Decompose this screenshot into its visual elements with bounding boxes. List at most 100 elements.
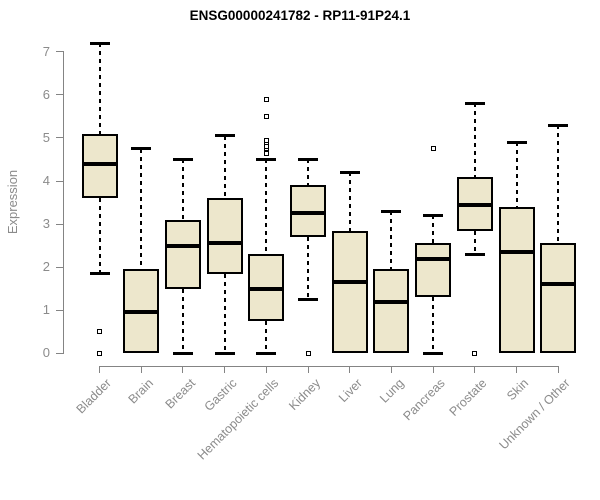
x-tick-mark <box>349 366 351 373</box>
y-tick-mark <box>56 266 63 268</box>
y-tick-label: 3 <box>42 216 50 232</box>
x-tick-mark <box>224 366 226 373</box>
upper-whisker <box>557 125 560 244</box>
upper-whisker-cap <box>172 157 193 161</box>
outlier-point <box>263 144 269 150</box>
x-tick-mark <box>182 366 184 373</box>
median-line <box>415 256 452 261</box>
box <box>415 243 452 298</box>
x-tick-label: Breast <box>162 376 198 412</box>
upper-whisker <box>223 135 226 199</box>
lower-whisker <box>307 237 309 300</box>
box <box>498 206 535 354</box>
outlier-point <box>97 329 102 335</box>
x-tick-mark <box>516 366 517 373</box>
outlier-point <box>263 137 269 143</box>
y-tick-label: 5 <box>42 129 50 145</box>
lower-whisker <box>432 297 435 354</box>
median-line <box>248 286 285 291</box>
box <box>164 219 201 289</box>
median-line <box>290 211 326 216</box>
outlier-point <box>97 350 102 356</box>
y-tick-label: 4 <box>42 173 50 189</box>
median-line <box>164 243 201 248</box>
box <box>206 198 243 274</box>
upper-whisker-cap <box>339 170 360 174</box>
upper-whisker <box>307 159 309 186</box>
x-tick-mark <box>140 366 142 373</box>
upper-whisker <box>181 159 184 220</box>
lower-whisker-cap <box>172 351 193 355</box>
lower-whisker-cap <box>464 252 485 256</box>
outlier-point <box>263 150 269 156</box>
box <box>331 230 368 354</box>
lower-whisker <box>223 273 226 354</box>
lower-whisker <box>473 230 476 255</box>
median-line <box>498 250 535 255</box>
upper-whisker <box>348 172 351 231</box>
outlier-point <box>305 350 311 356</box>
x-tick-label: Skin <box>504 376 532 404</box>
lower-whisker <box>181 288 184 354</box>
median-line <box>540 282 577 287</box>
median-line <box>206 241 243 246</box>
outlier-point <box>263 113 269 119</box>
upper-whisker <box>515 142 518 207</box>
lower-whisker <box>98 198 101 274</box>
upper-whisker <box>390 211 393 270</box>
x-tick-label: Prostate <box>446 376 490 419</box>
lower-whisker <box>265 320 268 354</box>
chart-title: ENSG00000241782 - RP11-91P24.1 <box>189 8 411 23</box>
y-tick-mark <box>56 352 63 354</box>
y-tick-label: 6 <box>42 86 50 102</box>
upper-whisker <box>140 148 143 270</box>
y-axis-line <box>62 50 64 355</box>
outlier-point <box>263 96 269 102</box>
x-tick-label: Hematopoietic cells <box>194 376 282 463</box>
x-tick-mark <box>99 366 100 373</box>
lower-whisker-cap <box>256 351 277 355</box>
x-tick-label: Gastric <box>201 376 240 414</box>
x-tick-mark <box>557 366 559 373</box>
y-tick-mark <box>56 223 63 225</box>
x-tick-mark <box>474 366 476 373</box>
x-tick-label: Brain <box>125 376 157 407</box>
lower-whisker-cap <box>214 351 235 355</box>
upper-whisker <box>473 103 476 177</box>
x-tick-label: Bladder <box>74 376 115 417</box>
upper-whisker-cap <box>423 213 444 217</box>
y-tick-label: 0 <box>42 345 50 361</box>
box <box>290 185 326 237</box>
box <box>540 243 577 354</box>
upper-whisker-cap <box>381 209 402 213</box>
upper-whisker <box>432 215 435 244</box>
median-line <box>456 202 493 207</box>
median-line <box>123 310 160 315</box>
x-tick-label: Liver <box>335 376 365 406</box>
lower-whisker-cap <box>298 297 318 301</box>
y-tick-label: 2 <box>42 259 50 275</box>
median-line <box>81 161 118 166</box>
upper-whisker-cap <box>256 157 277 161</box>
y-tick-mark <box>56 180 63 182</box>
median-line <box>331 280 368 285</box>
x-tick-mark <box>265 366 267 373</box>
y-tick-label: 7 <box>42 43 50 59</box>
y-tick-mark <box>56 309 63 311</box>
upper-whisker-cap <box>464 101 485 105</box>
x-tick-mark <box>390 366 392 373</box>
x-tick-mark <box>432 366 434 373</box>
outlier-point <box>430 146 436 152</box>
upper-whisker-cap <box>298 157 318 161</box>
y-tick-label: 1 <box>42 302 50 318</box>
upper-whisker-cap <box>506 140 527 144</box>
upper-whisker-cap <box>131 147 152 151</box>
upper-whisker-cap <box>89 41 110 45</box>
box <box>81 133 118 199</box>
median-line <box>373 299 410 304</box>
lower-whisker-cap <box>423 351 444 355</box>
y-tick-mark <box>56 51 63 53</box>
y-tick-mark <box>56 137 63 139</box>
